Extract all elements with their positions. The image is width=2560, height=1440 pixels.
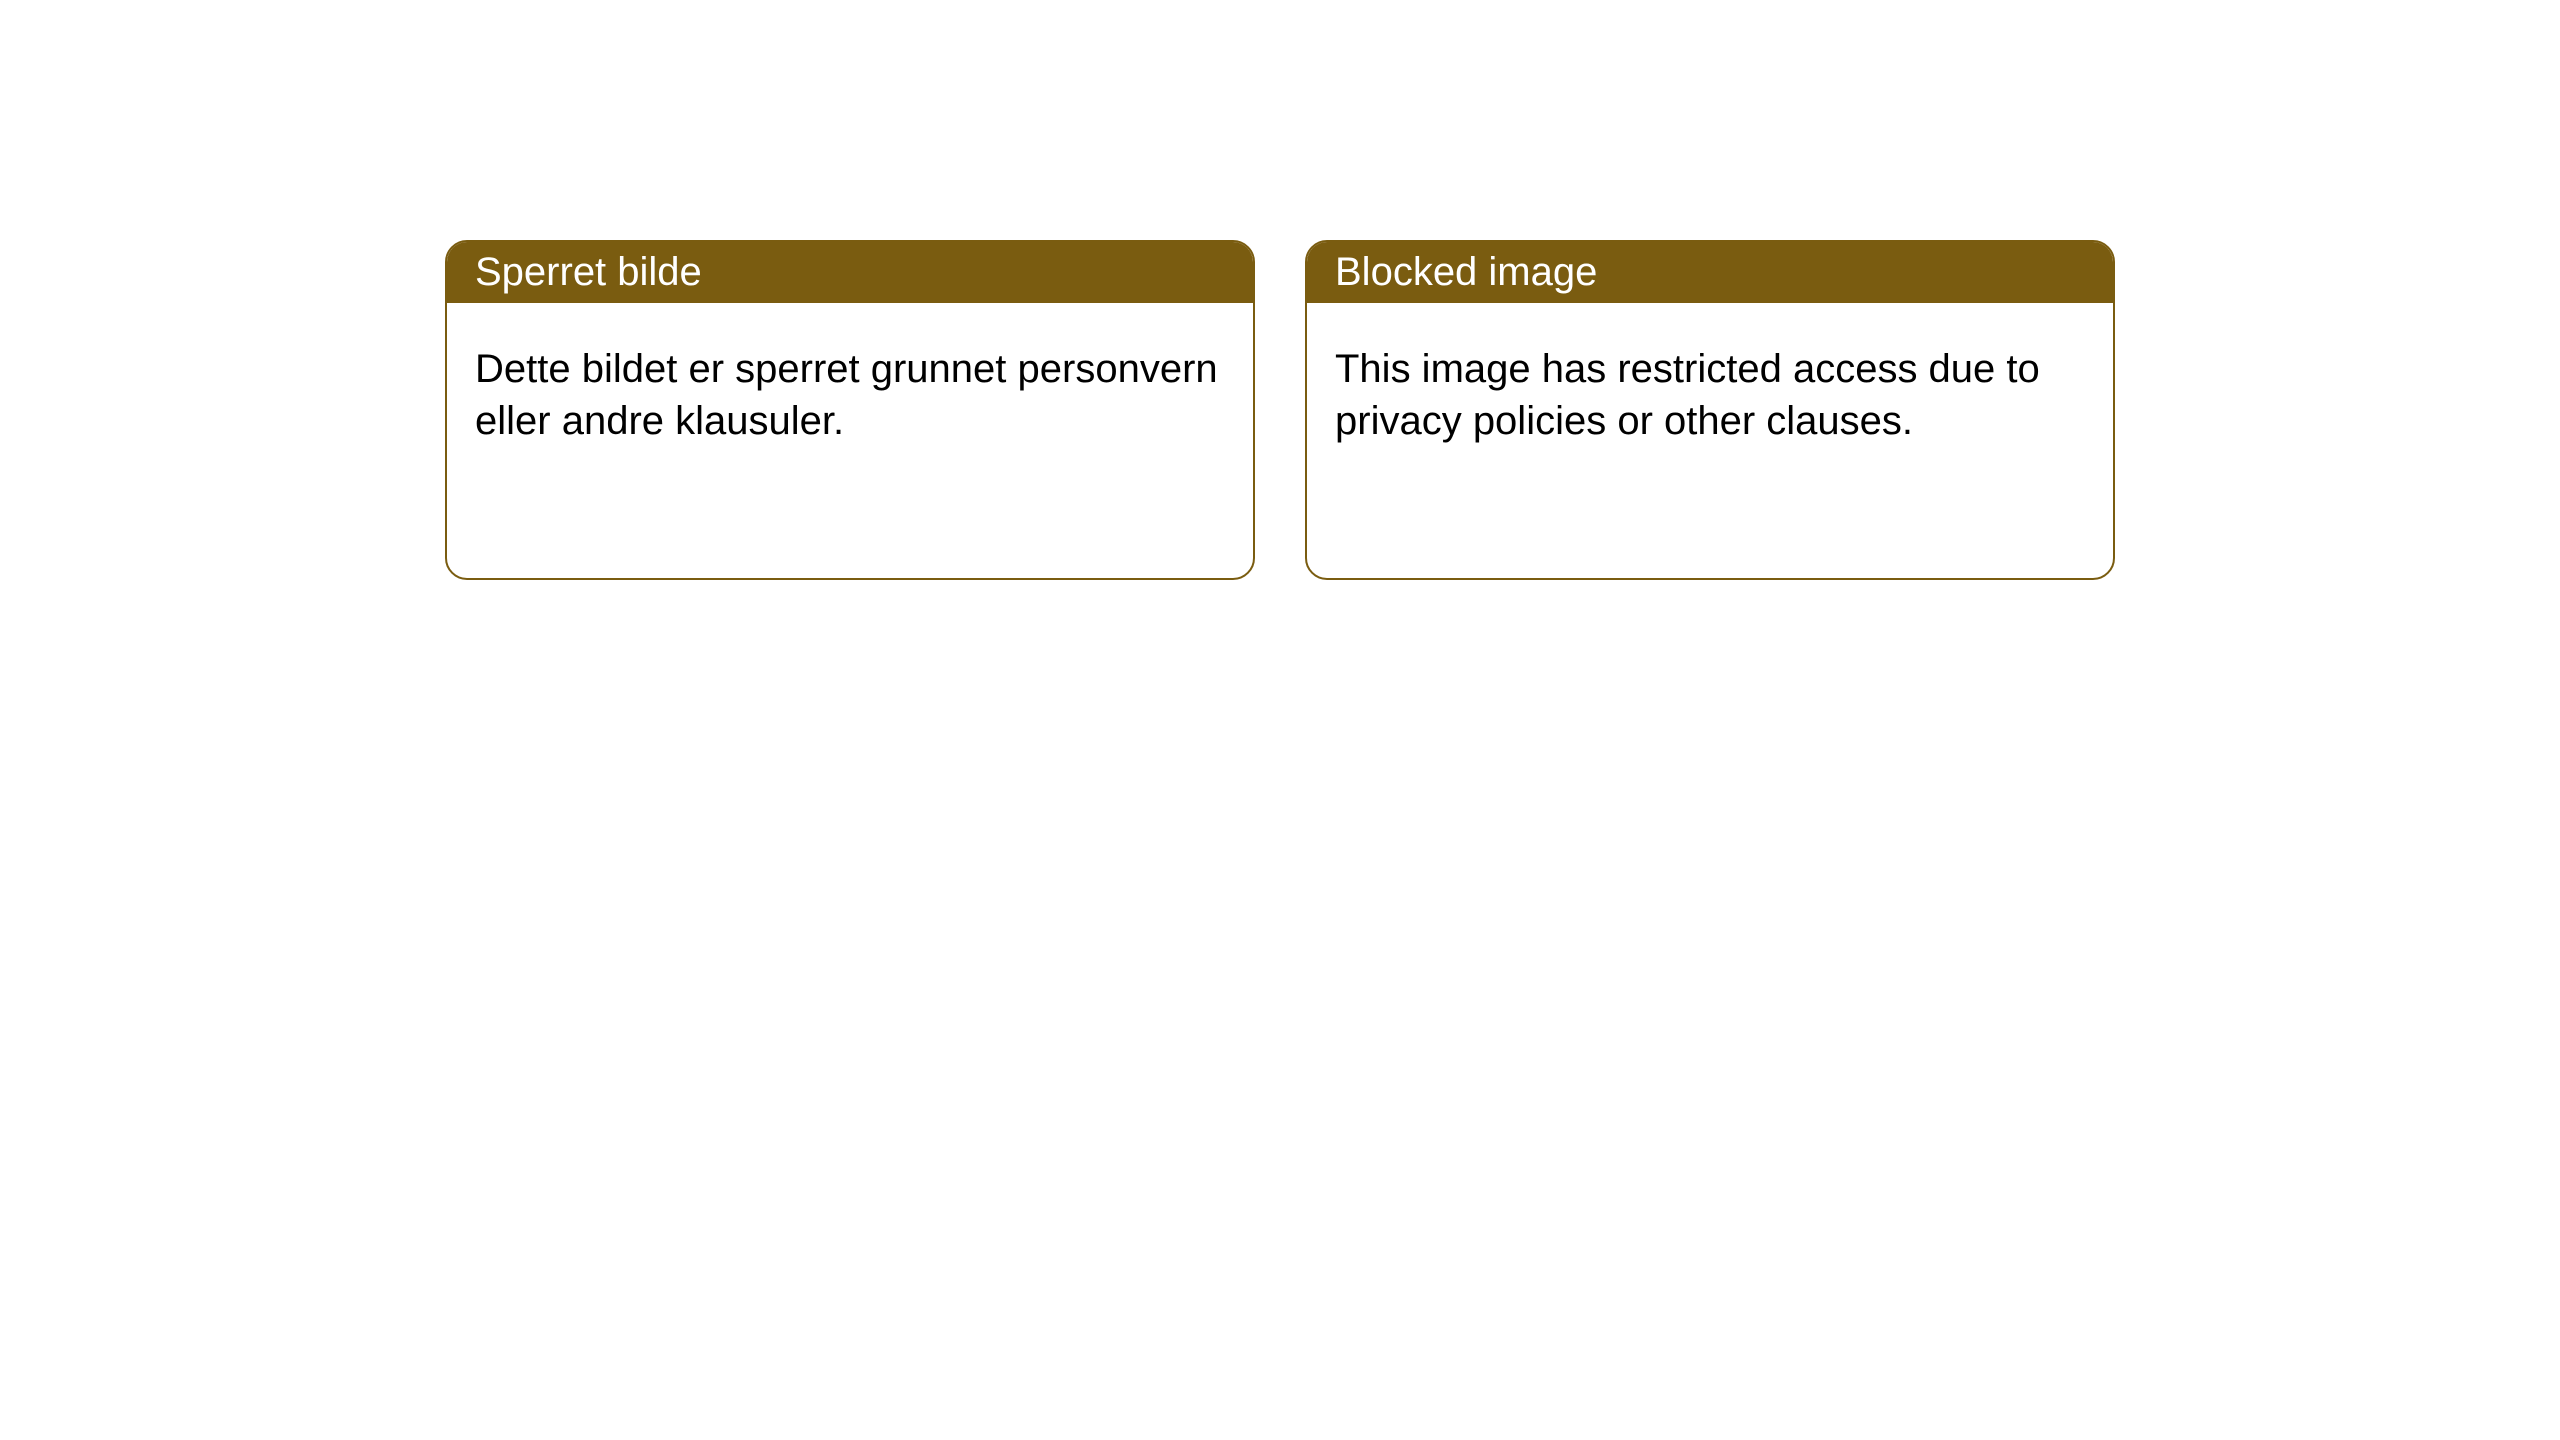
card-message-en: This image has restricted access due to … [1335,347,2040,443]
card-body-no: Dette bildet er sperret grunnet personve… [447,303,1253,487]
blocked-image-card-no: Sperret bilde Dette bildet er sperret gr… [445,240,1255,580]
blocked-image-card-en: Blocked image This image has restricted … [1305,240,2115,580]
card-message-no: Dette bildet er sperret grunnet personve… [475,347,1218,443]
card-title-en: Blocked image [1335,250,1597,294]
card-body-en: This image has restricted access due to … [1307,303,2113,487]
notice-cards-container: Sperret bilde Dette bildet er sperret gr… [0,0,2560,580]
card-title-no: Sperret bilde [475,250,702,294]
card-header-en: Blocked image [1307,242,2113,303]
card-header-no: Sperret bilde [447,242,1253,303]
